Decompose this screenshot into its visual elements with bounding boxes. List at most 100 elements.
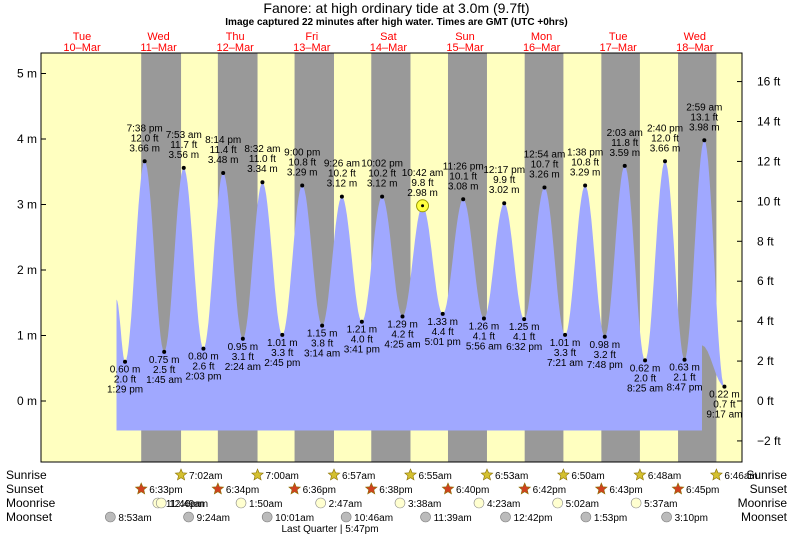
y-left-tick-label: 0 m bbox=[17, 394, 37, 408]
low-tide-label: 9:17 am bbox=[706, 410, 742, 421]
high-tide-label: 2.98 m bbox=[407, 188, 438, 199]
row-label-right-sunrise: Sunrise bbox=[746, 468, 787, 482]
low-tide-label: 2.0 ft bbox=[634, 373, 656, 384]
row-label-right-sunset: Sunset bbox=[750, 482, 788, 496]
day-name-label: Mon bbox=[531, 31, 552, 43]
sunrise-time: 6:50am bbox=[571, 471, 604, 482]
low-tide-label: 4.0 ft bbox=[351, 335, 373, 346]
low-tide-label: 7:48 pm bbox=[587, 360, 623, 371]
high-tide-label: 2:03 am bbox=[607, 128, 643, 139]
sunrise-time: 6:48am bbox=[648, 471, 681, 482]
row-label-left-moonset: Moonset bbox=[6, 510, 53, 524]
high-tide-label: 9.8 ft bbox=[411, 178, 433, 189]
y-right-tick-label: 0 ft bbox=[757, 394, 774, 408]
row-label-right-moonrise: Moonrise bbox=[738, 496, 788, 510]
row-label-left-sunset: Sunset bbox=[6, 482, 44, 496]
high-tide-label: 11.8 ft bbox=[611, 138, 638, 149]
high-tide-label: 8:32 am bbox=[244, 144, 280, 155]
low-tide-point bbox=[400, 314, 405, 319]
sunset-icon bbox=[288, 482, 302, 495]
moonrise-icon bbox=[235, 497, 247, 509]
y-left-tick-label: 5 m bbox=[17, 67, 37, 81]
moonset-time: 10:01am bbox=[275, 513, 314, 524]
moon-phase-note: Last Quarter | 5:47pm bbox=[281, 524, 378, 535]
low-tide-label: 1.33 m bbox=[427, 317, 458, 328]
low-tide-label: 0.22 m bbox=[709, 390, 740, 401]
sunrise-time: 6:57am bbox=[342, 471, 375, 482]
high-tide-label: 11.0 ft bbox=[249, 154, 276, 165]
low-tide-label: 1.29 m bbox=[387, 320, 418, 331]
moonset-icon bbox=[420, 511, 431, 523]
low-tide-label: 7:21 am bbox=[547, 358, 583, 369]
y-left-tick-label: 4 m bbox=[17, 132, 37, 146]
moonset-time: 1:53pm bbox=[594, 513, 627, 524]
high-tide-label: 12.0 ft bbox=[651, 133, 679, 144]
y-left-tick-label: 2 m bbox=[17, 263, 37, 277]
low-tide-label: 5:56 am bbox=[466, 341, 502, 352]
high-tide-label: 10.8 ft bbox=[571, 158, 599, 169]
low-tide-label: 3.3 ft bbox=[271, 348, 293, 359]
day-date-label: 12–Mar bbox=[217, 42, 255, 54]
sunrise-icon bbox=[404, 468, 417, 481]
moonset-icon bbox=[105, 511, 116, 523]
low-tide-point bbox=[602, 334, 607, 339]
high-tide-label: 3.08 m bbox=[448, 181, 479, 192]
row-label-left-sunrise: Sunrise bbox=[6, 468, 47, 482]
high-tide-label: 11:26 pm bbox=[443, 161, 484, 172]
high-tide-point bbox=[142, 159, 147, 164]
moonset-time: 10:46am bbox=[354, 513, 393, 524]
high-tide-point bbox=[702, 138, 707, 143]
high-tide-label: 2:40 pm bbox=[647, 123, 683, 134]
day-date-label: 16–Mar bbox=[523, 42, 561, 54]
moonrise-time: 4:23am bbox=[487, 499, 520, 510]
high-tide-label: 9:26 am bbox=[324, 159, 360, 170]
high-tide-label: 3.48 m bbox=[208, 155, 239, 166]
low-tide-label: 1:29 pm bbox=[107, 385, 143, 396]
high-tide-label: 2:59 am bbox=[686, 102, 722, 113]
sunrise-icon bbox=[251, 468, 264, 481]
sunset-icon bbox=[134, 482, 148, 495]
low-tide-label: 0.75 m bbox=[149, 355, 180, 366]
low-tide-label: 4:25 am bbox=[384, 340, 420, 351]
low-tide-label: 0.60 m bbox=[110, 365, 141, 376]
low-tide-point bbox=[481, 316, 486, 321]
high-tide-label: 12:54 am bbox=[524, 149, 566, 160]
low-tide-label: 0.80 m bbox=[188, 352, 219, 363]
low-tide-label: 2.0 ft bbox=[114, 375, 136, 386]
tide-area bbox=[116, 140, 725, 431]
low-tide-label: 1.26 m bbox=[469, 321, 500, 332]
y-right-tick-label: 16 ft bbox=[757, 75, 781, 89]
high-tide-label: 3.29 m bbox=[570, 168, 601, 179]
sunset-icon bbox=[441, 482, 455, 495]
sunset-time: 6:38pm bbox=[379, 485, 412, 496]
high-tide-label: 8:14 pm bbox=[205, 135, 241, 146]
day-date-label: 13–Mar bbox=[293, 42, 331, 54]
low-tide-point bbox=[722, 384, 727, 389]
moonset-icon bbox=[340, 511, 352, 523]
day-name-label: Tue bbox=[609, 31, 628, 43]
high-tide-point bbox=[221, 171, 226, 176]
low-tide-label: 1.15 m bbox=[307, 329, 338, 340]
sunset-time: 6:36pm bbox=[303, 485, 336, 496]
low-tide-label: 0.95 m bbox=[228, 342, 259, 353]
y-right-tick-label: 4 ft bbox=[757, 314, 774, 328]
high-tide-label: 10.7 ft bbox=[531, 159, 559, 170]
y-left-tick-label: 3 m bbox=[17, 198, 37, 212]
moonrise-icon bbox=[552, 497, 563, 509]
moonset-time: 9:24am bbox=[197, 513, 230, 524]
high-tide-label: 11.4 ft bbox=[210, 145, 237, 156]
y-right-tick-label: 8 ft bbox=[757, 234, 774, 248]
low-tide-point bbox=[563, 332, 568, 337]
day-name-label: Thu bbox=[226, 31, 245, 43]
moonrise-icon bbox=[394, 497, 406, 509]
low-tide-label: 4.2 ft bbox=[391, 330, 413, 341]
high-tide-point bbox=[181, 165, 186, 170]
low-tide-label: 8:25 am bbox=[627, 383, 663, 394]
high-tide-point bbox=[260, 180, 265, 185]
sunrise-time: 6:53am bbox=[495, 471, 528, 482]
high-tide-label: 10.2 ft bbox=[328, 169, 356, 180]
high-tide-point bbox=[583, 183, 588, 188]
low-tide-point bbox=[682, 357, 687, 362]
low-tide-label: 6:32 pm bbox=[506, 342, 542, 353]
